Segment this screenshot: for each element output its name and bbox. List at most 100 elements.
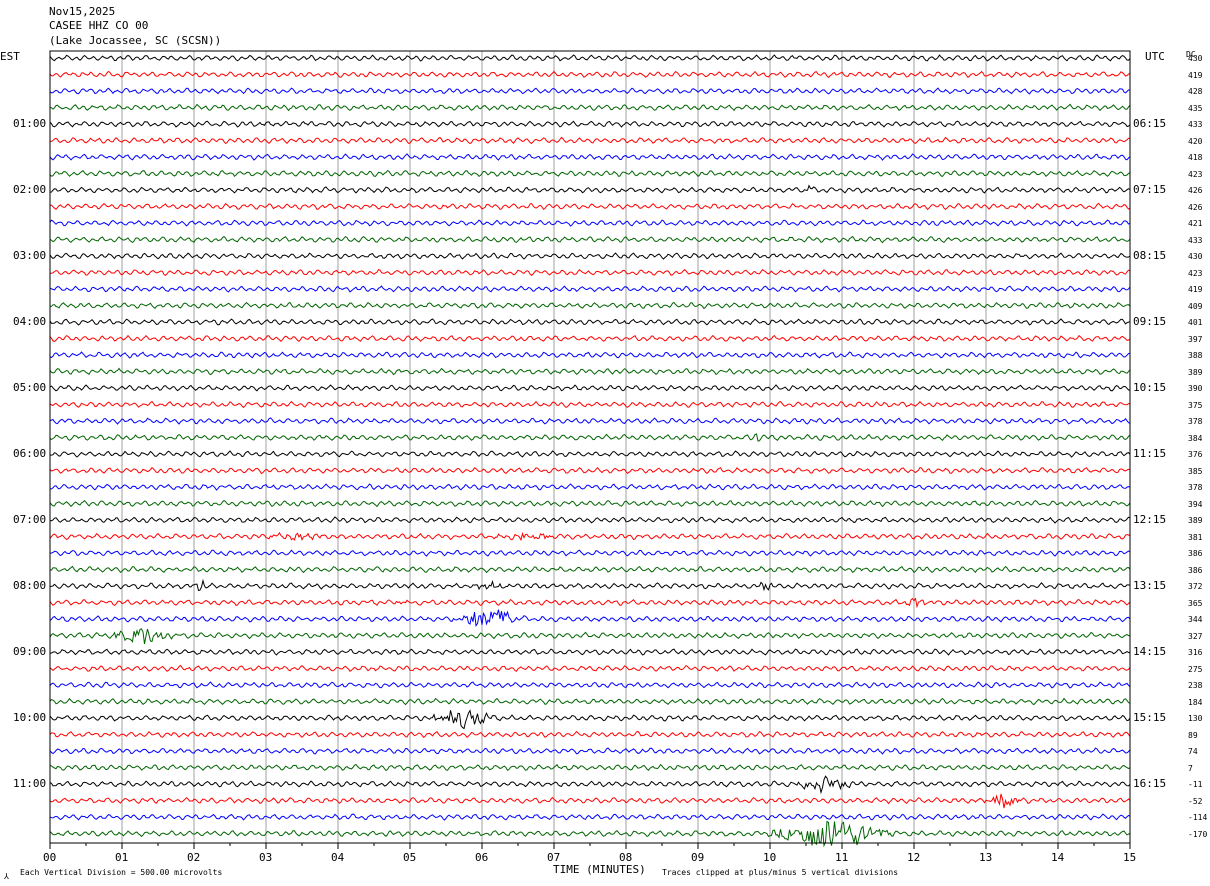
dc-offset-label: 327: [1188, 631, 1203, 641]
dc-offset-label: 130: [1188, 714, 1203, 723]
seismic-trace: [49, 664, 1131, 673]
seismic-trace: [49, 87, 1130, 95]
dc-offset-label: 238: [1188, 681, 1203, 690]
dc-offset-label: 386: [1188, 549, 1203, 558]
right-hour-label: 06:15: [1133, 117, 1167, 130]
seismic-trace: [49, 609, 1131, 628]
right-timezone: UTC: [1145, 50, 1165, 63]
seismic-trace: [49, 70, 1131, 79]
seismic-trace: [49, 384, 1131, 392]
dc-offset-label: 409: [1188, 301, 1203, 311]
seismic-trace: [49, 202, 1131, 211]
dc-offset-label: 426: [1188, 186, 1203, 195]
seismic-trace: [49, 763, 1131, 772]
seismic-trace: [49, 54, 1131, 62]
dc-offset-label: 375: [1188, 400, 1203, 410]
seismic-trace: [49, 219, 1131, 227]
seismic-trace: [49, 334, 1131, 343]
seismic-trace: [49, 483, 1131, 491]
left-hour-label: 02:00: [13, 183, 47, 196]
dc-offset-label: 378: [1188, 417, 1203, 426]
seismic-trace: [49, 367, 1131, 376]
dc-offset-label: 433: [1188, 120, 1203, 129]
right-hour-label: 07:15: [1133, 183, 1167, 196]
dc-offset-label: 386: [1188, 565, 1203, 575]
left-hour-label: 04:00: [13, 315, 47, 328]
seismic-trace: [49, 351, 1131, 359]
seismic-trace: [49, 793, 1131, 809]
right-hour-label: 14:15: [1133, 645, 1167, 658]
right-hour-label: 13:15: [1133, 579, 1167, 592]
dc-offset-label: 426: [1188, 202, 1203, 212]
station-code: CASEE HHZ CO 00: [49, 19, 149, 32]
dc-offset-label: 430: [1188, 54, 1203, 63]
x-tick-label: 09: [691, 851, 705, 864]
seismic-trace: [49, 628, 1131, 644]
dc-offset-label: 381: [1188, 532, 1203, 542]
dc-offset-label: 390: [1188, 384, 1203, 393]
seismic-trace: [49, 136, 1131, 145]
x-tick-label: 02: [187, 851, 201, 864]
seismic-trace: [50, 450, 1131, 458]
dc-offset-label: 401: [1188, 318, 1203, 327]
left-hour-label: 05:00: [13, 381, 47, 394]
dc-offset-label: 385: [1188, 466, 1203, 476]
seismic-trace: [49, 433, 1131, 442]
seismic-trace: [49, 169, 1131, 178]
dc-offset-label: 184: [1188, 697, 1203, 707]
right-hour-label: 15:15: [1133, 711, 1167, 724]
seismic-trace: [49, 499, 1131, 508]
dc-offset-label: -52: [1188, 796, 1203, 806]
x-tick-label: 08: [619, 851, 633, 864]
dc-offset-label: 419: [1188, 70, 1203, 80]
seismic-trace: [49, 466, 1131, 475]
seismic-trace: [49, 400, 1131, 409]
scale-icon: ⅄: [4, 872, 9, 881]
left-hour-label: 11:00: [13, 777, 47, 790]
axes-group: [49, 50, 1131, 849]
station-location: (Lake Jocassee, SC (SCSN)): [49, 34, 222, 47]
x-tick-label: 06: [475, 851, 489, 864]
dc-offset-label: 428: [1188, 87, 1203, 96]
seismic-trace: [49, 184, 1131, 194]
left-hour-label: 01:00: [13, 117, 47, 130]
dc-offset-label: 420: [1188, 136, 1203, 146]
seismic-trace: [49, 697, 1131, 706]
right-hour-label: 08:15: [1133, 249, 1167, 262]
trace-group: [49, 54, 1131, 848]
x-tick-label: 10: [763, 851, 777, 864]
dc-offset-label: 435: [1188, 103, 1203, 113]
dc-offset-label: 384: [1188, 433, 1203, 443]
right-hour-label: 16:15: [1133, 777, 1167, 790]
dc-offset-label: 419: [1188, 285, 1203, 294]
dc-offset-label: 433: [1188, 235, 1203, 245]
seismic-trace: [49, 235, 1131, 244]
plot-grid: [121, 51, 1059, 843]
x-tick-label: 07: [547, 851, 561, 864]
seismic-trace: [49, 417, 1131, 425]
dc-offset-label: 423: [1188, 169, 1203, 179]
seismic-trace: [49, 252, 1131, 260]
seismic-trace: [49, 531, 1131, 542]
seismic-trace: [49, 820, 1131, 848]
right-hour-label: 10:15: [1133, 381, 1167, 394]
x-tick-label: 01: [115, 851, 129, 864]
dc-offset-label: -114: [1188, 813, 1208, 822]
dc-offset-label: -11: [1188, 780, 1203, 789]
dc-header: DC: [1186, 50, 1196, 59]
x-tick-label: 05: [403, 851, 417, 864]
seismic-trace: [49, 648, 1131, 656]
x-axis-title: TIME (MINUTES): [553, 863, 646, 876]
seismic-trace: [49, 597, 1131, 609]
left-hour-label: 08:00: [13, 579, 47, 592]
dc-offset-label: 389: [1188, 516, 1203, 525]
dc-offset-label: 421: [1188, 219, 1203, 228]
dc-offset-label: -170: [1188, 829, 1208, 839]
left-hour-label: 10:00: [13, 711, 47, 724]
seismic-trace: [49, 120, 1131, 128]
seismic-trace: [49, 301, 1131, 310]
seismic-trace: [49, 813, 1131, 821]
dc-offset-label: 430: [1188, 252, 1203, 261]
dc-offset-label: 394: [1188, 499, 1203, 509]
